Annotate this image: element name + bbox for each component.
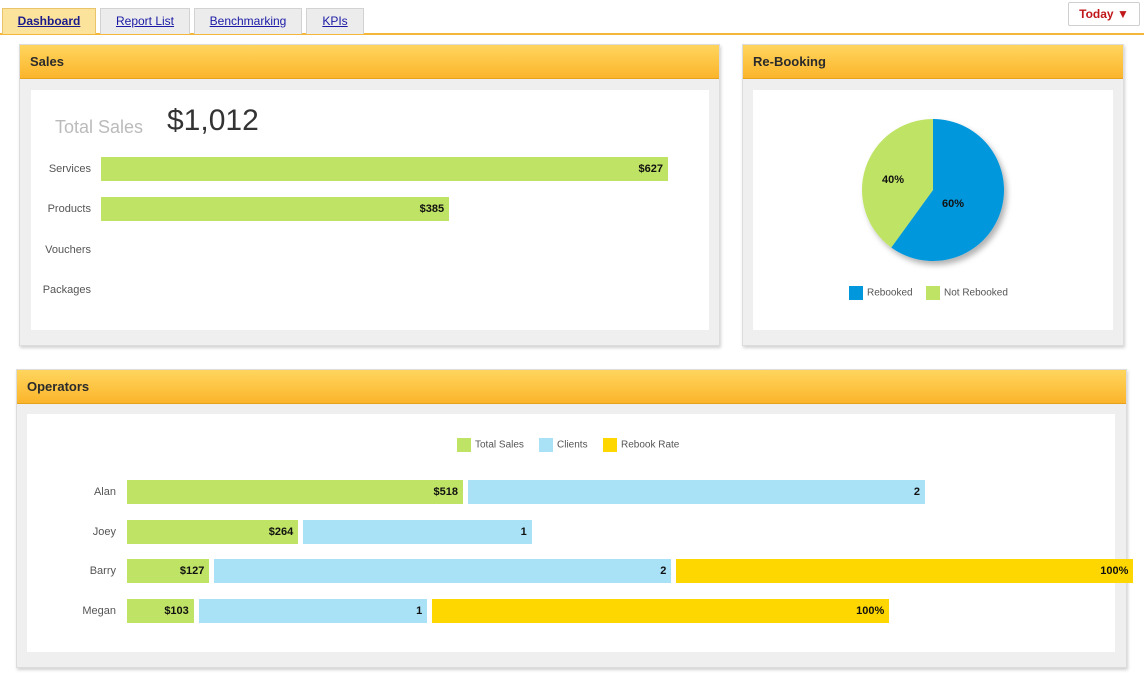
sales-bar-value: $385 bbox=[419, 203, 445, 215]
sales-bar: $385 bbox=[101, 197, 450, 221]
operator-bar: $103 bbox=[127, 599, 194, 623]
operator-name-label: Alan bbox=[93, 486, 116, 498]
sales-bar: $627 bbox=[101, 157, 668, 181]
date-filter-label: Today bbox=[1079, 7, 1114, 21]
operator-bar: 1 bbox=[303, 520, 532, 544]
sales-panel-title: Sales bbox=[20, 45, 719, 79]
operators-panel-body: Total Sales Clients Rebook Rate Alan Joe… bbox=[27, 414, 1134, 652]
operator-bar-value: 2 bbox=[660, 565, 667, 577]
legend-swatch bbox=[457, 438, 471, 452]
sales-category-label: Products bbox=[47, 203, 91, 215]
sales-panel: Sales Total Sales $1,012 Services Produc… bbox=[19, 44, 720, 346]
legend-label: Clients bbox=[557, 439, 588, 451]
legend-item-total-sales: Total Sales bbox=[457, 438, 524, 453]
legend-swatch bbox=[539, 438, 553, 452]
operator-bar-value: 2 bbox=[913, 486, 920, 498]
legend-item-rebook-rate: Rebook Rate bbox=[603, 438, 679, 453]
rebooking-panel-body: 60% 40% Rebooked Not Rebooked bbox=[753, 90, 1113, 330]
pie-slice bbox=[891, 119, 1004, 261]
operator-bar-value: 1 bbox=[416, 605, 423, 617]
legend-swatch bbox=[849, 286, 863, 300]
operator-bar: 100% bbox=[676, 559, 1134, 583]
operator-bar: $127 bbox=[127, 559, 210, 583]
pie-label-rebooked: 60% bbox=[942, 198, 965, 210]
legend-item-not-rebooked: Not Rebooked bbox=[926, 286, 1008, 301]
tab-dashboard[interactable]: Dashboard bbox=[2, 8, 96, 34]
tab-report-list[interactable]: Report List bbox=[100, 8, 190, 34]
legend-label: Not Rebooked bbox=[944, 287, 1008, 299]
operator-name-label: Joey bbox=[92, 526, 116, 538]
operator-bar-value: $264 bbox=[268, 526, 294, 538]
operator-bar-value: $518 bbox=[433, 486, 458, 498]
sales-bar-value: $627 bbox=[638, 163, 663, 175]
rebooking-panel: Re-Booking 60% 40% Rebooked Not Rebooked bbox=[742, 44, 1124, 346]
rebooking-pie-chart bbox=[862, 119, 1004, 261]
operator-bar: 2 bbox=[214, 559, 672, 583]
operator-bar: 2 bbox=[468, 480, 925, 504]
sales-category-label: Services bbox=[48, 163, 91, 175]
operator-bar-value: 100% bbox=[856, 605, 885, 617]
operator-name-label: Megan bbox=[82, 605, 116, 617]
pie-slice bbox=[862, 119, 933, 248]
operator-bar: $264 bbox=[127, 520, 299, 544]
pie-label-not-rebooked: 40% bbox=[882, 174, 905, 186]
legend-label: Total Sales bbox=[475, 439, 524, 451]
total-sales-value: $1,012 bbox=[167, 104, 259, 137]
date-filter-dropdown[interactable]: Today ▼ bbox=[1068, 2, 1140, 26]
operator-bar-value: $127 bbox=[179, 565, 205, 577]
legend-label: Rebook Rate bbox=[621, 439, 680, 451]
sales-category-label: Packages bbox=[42, 284, 91, 296]
operators-panel: Operators Total Sales Clients Rebook Rat… bbox=[16, 369, 1134, 668]
operator-bar: $518 bbox=[127, 480, 463, 504]
tab-kpis[interactable]: KPIs bbox=[306, 8, 364, 34]
operator-bar: 1 bbox=[198, 599, 428, 623]
operator-bar-value: $103 bbox=[164, 605, 189, 617]
total-sales-label: Total Sales bbox=[55, 117, 144, 137]
sales-category-label: Vouchers bbox=[45, 244, 91, 256]
tab-bar: Dashboard Report List Benchmarking KPIs … bbox=[0, 0, 1144, 35]
legend-item-clients: Clients bbox=[539, 438, 588, 453]
operator-name-label: Barry bbox=[89, 565, 116, 577]
operators-panel-title: Operators bbox=[17, 370, 1126, 404]
operator-bar-value: 100% bbox=[1100, 565, 1129, 577]
legend-swatch bbox=[603, 438, 617, 452]
legend-swatch bbox=[926, 286, 940, 300]
operator-bar-value: 1 bbox=[520, 526, 527, 538]
chevron-down-icon: ▼ bbox=[1116, 7, 1129, 21]
legend-item-rebooked: Rebooked bbox=[849, 286, 913, 301]
legend-label: Rebooked bbox=[867, 287, 913, 299]
sales-panel-body: Total Sales $1,012 Services Products Vou… bbox=[31, 90, 709, 330]
tab-benchmarking[interactable]: Benchmarking bbox=[194, 8, 302, 34]
operator-bar: 100% bbox=[432, 599, 890, 623]
rebooking-panel-title: Re-Booking bbox=[743, 45, 1123, 79]
